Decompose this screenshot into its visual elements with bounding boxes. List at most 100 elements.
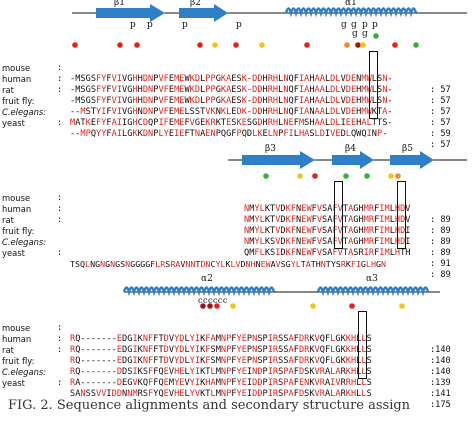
label-alpha1: α1 bbox=[345, 0, 357, 8]
sequence-row: fruit fly: NMYLKSVDKFNEWFVSAFVTAGHMRFIML… bbox=[0, 215, 451, 258]
residue-dot bbox=[233, 42, 239, 48]
residue-dot bbox=[310, 303, 316, 309]
helix-a2 bbox=[122, 286, 276, 297]
residue-count: :141 bbox=[430, 389, 451, 399]
sequence: MATKEFYFAIIGHCDQPIFEMEFVGEKRKTESKESGDHRH… bbox=[70, 118, 393, 128]
sequence-row: C.elegans: QMFLKSIDKFNEWFVSAFVTASRIRFIML… bbox=[0, 226, 451, 269]
label-p: p bbox=[182, 20, 188, 30]
beta-strand-b4 bbox=[332, 151, 374, 169]
species-name: C.elegans: bbox=[2, 367, 47, 377]
residue-count: :140 bbox=[430, 345, 451, 355]
species-name: fruit fly: bbox=[2, 356, 35, 366]
label-p: p bbox=[147, 20, 153, 30]
label-p: p bbox=[130, 20, 136, 30]
residue-dot bbox=[388, 173, 394, 179]
species-name: rat bbox=[2, 85, 14, 95]
label-alpha2: α2 bbox=[201, 274, 213, 284]
sequence-row: yeast: SANSSVVIDDNNMRSFYQEVHELYVKTLMNPFY… bbox=[0, 367, 451, 410]
species-name: human bbox=[2, 334, 32, 344]
sequence: -MSGSFYFVIVGHHDNPVFEMEWKDLPPGKAESK-DDHRH… bbox=[70, 96, 393, 106]
residue-dot bbox=[364, 173, 370, 179]
label-p: p bbox=[372, 20, 378, 30]
species-name: human bbox=[2, 74, 32, 84]
sequence: --MSTYIFVIVGHNDNPVFEMELSSTVKNKLEDK-DDHRH… bbox=[70, 107, 393, 117]
residue-count: : 57 bbox=[430, 96, 451, 106]
residue-dot bbox=[117, 42, 123, 48]
species-name: mouse bbox=[2, 323, 31, 333]
residue-dot bbox=[263, 173, 269, 179]
species-name: human bbox=[2, 204, 32, 214]
species-name: rat bbox=[2, 345, 14, 355]
residue-dot bbox=[259, 42, 265, 48]
species-name: fruit fly: bbox=[2, 96, 35, 106]
residue-dot bbox=[392, 42, 398, 48]
sequence: NMYLKTVDKFNEWFVSAFVTAGHMRFIMLHDV bbox=[244, 215, 411, 225]
species-name: yeast bbox=[2, 118, 25, 128]
species-name: yeast bbox=[2, 378, 25, 388]
sequence-row: human: NMYLKTVDKFNEWFVSAFVTAGHMRFIMLHDV … bbox=[0, 193, 451, 236]
conserved-residue-box bbox=[369, 51, 378, 119]
residue-count: : 57 bbox=[430, 85, 451, 95]
residue-count: : 89 bbox=[430, 226, 451, 236]
residue-dot bbox=[214, 303, 220, 309]
residue-dot bbox=[399, 303, 405, 309]
species-name: rat bbox=[2, 215, 14, 225]
species-name: mouse bbox=[2, 63, 31, 73]
species-name: C.elegans: bbox=[2, 107, 47, 117]
sequence-row: rat: RQ-------EDGIKNFFTDVYDLYIKFSMNPFYEP… bbox=[0, 334, 451, 377]
sequence: --MPQYYFAILGKKDNPLYEIEFTNAENPQGFPQDLKELN… bbox=[70, 129, 388, 139]
residue-count: : 89 bbox=[430, 215, 451, 225]
sequence: -MSGSFYFVIVGHHDNPVFEMEWKDLPPGKAESK-DDHRH… bbox=[70, 85, 393, 95]
residue-count: : 57 bbox=[430, 140, 451, 150]
sequence-row: human: -MSGSFYFVIVGHHDNPVFEMEWKDLPPGKAES… bbox=[0, 63, 451, 106]
helix-a3 bbox=[316, 286, 430, 297]
label-g: g bbox=[362, 29, 368, 39]
sequence-row: mouse: -MSGSFYFVIVGHHDNPVFEMEWKDLPPGKAES… bbox=[0, 52, 451, 95]
sequence: RQ-------EDGIKNFFTDVYDLYIKFSMNPFYEPNSPIR… bbox=[70, 356, 372, 366]
sequence: RQ-------EDGIKNFFTDVYDLYIKFAMNPFYEPNSPIR… bbox=[70, 334, 372, 344]
residue-count: :139 bbox=[430, 378, 451, 388]
sequence: NMYLKSVDKFNEWFVSAFVTAGHMRFIMLHDI bbox=[244, 237, 411, 247]
secondary-structure-track-1 bbox=[72, 4, 467, 48]
label-beta3: β3 bbox=[265, 144, 276, 154]
residue-dot bbox=[297, 173, 303, 179]
conserved-residue-box bbox=[397, 181, 406, 249]
label-g: g bbox=[351, 20, 357, 30]
sequence: RQ-------DDSIKSFFQEVHELYIKTLMNPFYEINDPIR… bbox=[70, 367, 372, 377]
sequence: SANSSVVIDDNNMRSFYQEVHELYVKTLMNPFYEIDDPIR… bbox=[70, 389, 372, 399]
residue-dot bbox=[343, 173, 349, 179]
label-alpha3: α3 bbox=[366, 274, 378, 284]
sequence-row: yeast: --MPQYYFAILGKKDNPLYEIEFTNAENPQGFP… bbox=[0, 107, 451, 150]
residue-dot bbox=[304, 42, 310, 48]
residue-dot bbox=[72, 42, 78, 48]
residue-count: :140 bbox=[430, 356, 451, 366]
sequence: NMYLKTVDKFNEWFVSAFVTAGHMRFIMLHDV bbox=[244, 204, 411, 214]
sequence: QMFLKSIDKFNEWFVSAFVTASRIRFIMLHTH bbox=[244, 248, 411, 258]
sequence-row: yeast: TSQLNGNGNGSNGGGGFLRSRAVNNTDNCYLKL… bbox=[0, 237, 451, 280]
residue-count: : 91 bbox=[430, 259, 451, 269]
residue-count: : 89 bbox=[430, 270, 451, 280]
sequence: NMYLKTVDKFNEWFVSAFVTAGHMRFIMLHDI bbox=[244, 226, 411, 236]
residue-dot bbox=[360, 42, 366, 48]
species-name: yeast bbox=[2, 248, 25, 258]
residue-dot bbox=[373, 33, 379, 39]
secondary-structure-track-3 bbox=[122, 286, 440, 309]
residue-dot bbox=[200, 303, 206, 309]
label-c: cccccc bbox=[198, 296, 228, 305]
residue-count: :140 bbox=[430, 367, 451, 377]
beta-strand-b5 bbox=[390, 151, 434, 169]
residue-dot bbox=[395, 173, 401, 179]
residue-count: : 57 bbox=[430, 118, 451, 128]
figure-caption: FIG. 2. Sequence alignments and secondar… bbox=[8, 398, 411, 413]
residue-count: : 89 bbox=[430, 237, 451, 247]
label-p: p bbox=[362, 20, 368, 30]
species-name: mouse bbox=[2, 193, 31, 203]
residue-dot bbox=[349, 303, 355, 309]
label-p: p bbox=[236, 20, 242, 30]
residue-dot bbox=[212, 42, 218, 48]
sequence-row: fruit fly: --MSTYIFVIVGHNDNPVFEMELSSTVKN… bbox=[0, 85, 451, 128]
residue-dot bbox=[355, 42, 361, 48]
residue-dot bbox=[207, 303, 213, 309]
label-beta5: β5 bbox=[402, 144, 413, 154]
sequence-row: C.elegans: RA-------DEGVKQFFQEMYEVYIKHAM… bbox=[0, 356, 451, 399]
